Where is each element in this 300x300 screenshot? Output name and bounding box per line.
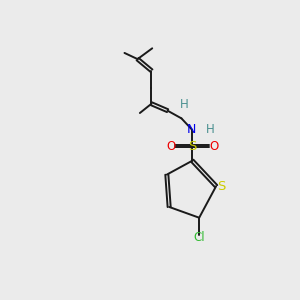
- Text: H: H: [206, 123, 215, 136]
- Text: O: O: [166, 140, 175, 153]
- Text: S: S: [217, 180, 226, 193]
- Text: S: S: [188, 140, 196, 153]
- Text: N: N: [187, 123, 196, 136]
- Text: Cl: Cl: [194, 231, 205, 244]
- Text: H: H: [180, 98, 189, 111]
- Text: O: O: [209, 140, 218, 153]
